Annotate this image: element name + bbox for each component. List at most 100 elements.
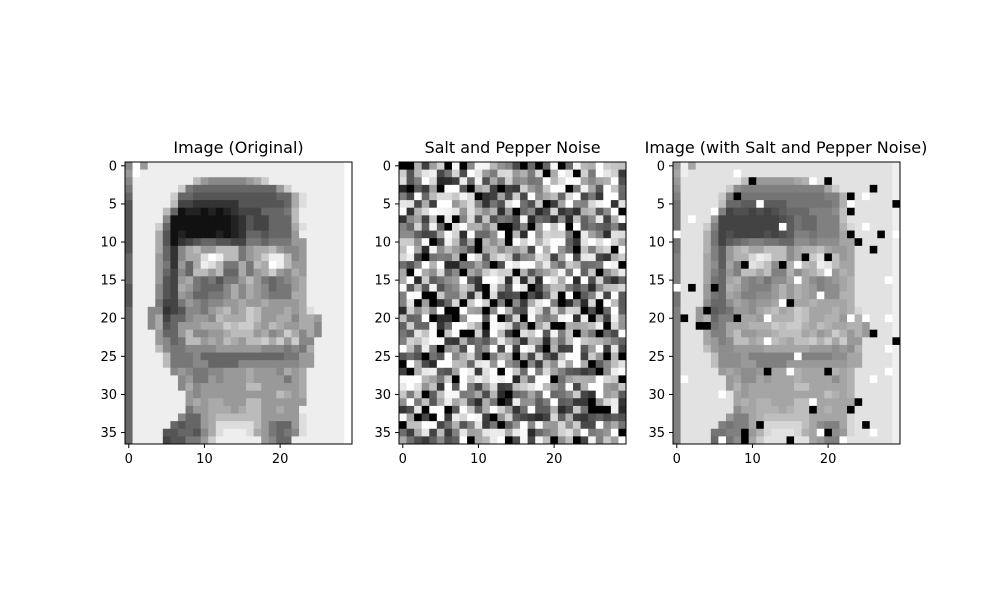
pixel-cell xyxy=(695,283,704,292)
pixel-cell xyxy=(321,337,330,346)
pixel-cell xyxy=(884,291,893,300)
pixel-cell xyxy=(155,322,164,331)
pixel-cell xyxy=(429,207,438,216)
pixel-cell xyxy=(520,291,529,300)
pixel-cell xyxy=(520,337,529,346)
pixel-cell xyxy=(580,253,589,262)
pixel-cell xyxy=(185,253,194,262)
pixel-cell xyxy=(718,360,727,369)
pixel-cell xyxy=(246,405,255,414)
pixel-cell xyxy=(673,222,681,231)
pixel-cell xyxy=(801,352,810,361)
pixel-cell xyxy=(603,291,612,300)
pixel-cell xyxy=(451,329,460,338)
pixel-cell xyxy=(414,405,423,414)
pixel-cell xyxy=(557,413,566,422)
pixel-cell xyxy=(839,421,848,430)
pixel-cell xyxy=(429,314,438,323)
pixel-cell xyxy=(414,283,423,292)
pixel-cell xyxy=(306,322,315,331)
pixel-cell xyxy=(291,222,300,231)
pixel-cell xyxy=(253,276,262,285)
pixel-cell xyxy=(831,291,840,300)
pixel-cell xyxy=(459,184,468,193)
pixel-cell xyxy=(436,162,445,171)
pixel-cell xyxy=(132,413,141,422)
pixel-cell xyxy=(588,299,597,308)
pixel-cell xyxy=(741,276,750,285)
pixel-cell xyxy=(794,245,803,254)
pixel-cell xyxy=(283,184,292,193)
pixel-cell xyxy=(557,360,566,369)
pixel-cell xyxy=(276,360,285,369)
pixel-cell xyxy=(132,436,141,445)
pixel-cell xyxy=(618,436,627,445)
pixel-cell xyxy=(778,245,787,254)
pixel-cell xyxy=(246,162,255,171)
pixel-cell xyxy=(177,306,186,315)
pixel-cell xyxy=(261,375,270,384)
pixel-cell xyxy=(132,405,141,414)
pixel-cell xyxy=(474,169,483,178)
pixel-cell xyxy=(421,352,430,361)
pixel-cell xyxy=(673,283,681,292)
pixel-cell xyxy=(208,238,217,247)
pixel-cell xyxy=(444,184,453,193)
pixel-cell xyxy=(809,436,818,445)
pixel-cell xyxy=(170,337,179,346)
pixel-cell xyxy=(688,291,697,300)
pixel-cell xyxy=(557,405,566,414)
pixel-cell xyxy=(710,322,719,331)
pixel-cell xyxy=(680,360,689,369)
pixel-cell xyxy=(573,238,581,247)
pixel-cell xyxy=(877,276,886,285)
pixel-cell xyxy=(688,215,697,224)
pixel-cell xyxy=(824,367,833,376)
y-tick-label: 5 xyxy=(657,197,665,212)
pixel-cell xyxy=(489,398,498,407)
pixel-cell xyxy=(839,299,848,308)
pixel-cell xyxy=(421,253,430,262)
pixel-cell xyxy=(527,329,536,338)
pixel-cell xyxy=(336,428,345,437)
pixel-cell xyxy=(862,436,871,445)
pixel-cell xyxy=(193,283,202,292)
pixel-cell xyxy=(748,207,757,216)
pixel-cell xyxy=(831,375,840,384)
pixel-cell xyxy=(756,207,765,216)
pixel-cell xyxy=(809,162,818,171)
pixel-cell xyxy=(414,261,423,270)
pixel-cell xyxy=(261,306,270,315)
pixel-cell xyxy=(223,200,232,209)
pixel-cell xyxy=(550,436,559,445)
pixel-cell xyxy=(733,238,742,247)
pixel-cell xyxy=(816,253,825,262)
pixel-cell xyxy=(414,344,423,353)
pixel-cell xyxy=(725,299,734,308)
pixel-cell xyxy=(291,268,300,277)
pixel-cell xyxy=(489,413,498,422)
pixel-cell xyxy=(786,375,795,384)
pixel-cell xyxy=(444,177,453,186)
pixel-cell xyxy=(565,306,574,315)
pixel-cell xyxy=(741,162,750,171)
pixel-cell xyxy=(618,200,627,209)
pixel-cell xyxy=(801,337,810,346)
pixel-cell xyxy=(763,184,772,193)
pixel-cell xyxy=(140,337,149,346)
pixel-cell xyxy=(512,215,521,224)
pixel-cell xyxy=(718,215,727,224)
pixel-cell xyxy=(520,428,529,437)
pixel-cell xyxy=(884,169,893,178)
pixel-cell xyxy=(177,238,186,247)
pixel-cell xyxy=(421,276,430,285)
pixel-cell xyxy=(170,291,179,300)
pixel-cell xyxy=(321,268,330,277)
pixel-cell xyxy=(177,162,186,171)
pixel-cell xyxy=(831,360,840,369)
pixel-cell xyxy=(588,162,597,171)
pixel-cell xyxy=(193,428,202,437)
pixel-cell xyxy=(504,222,513,231)
pixel-cell xyxy=(778,436,787,445)
pixel-cell xyxy=(306,390,315,399)
